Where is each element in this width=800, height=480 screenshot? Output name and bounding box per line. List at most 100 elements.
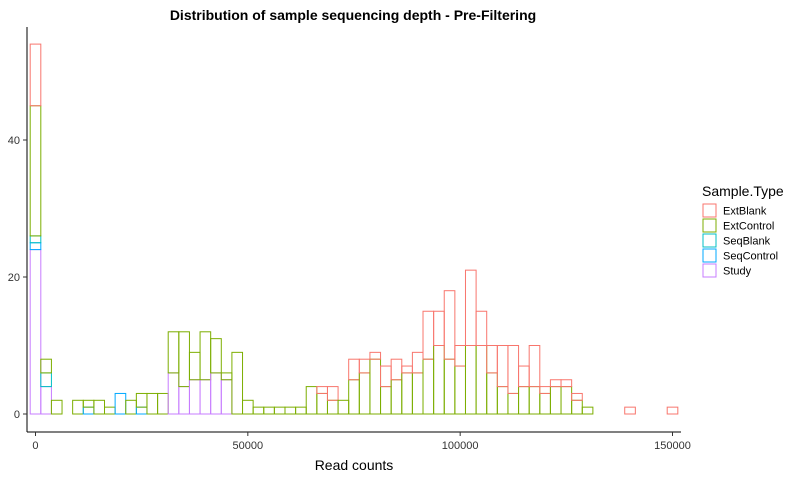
- bar-extblank-bin-47: [528, 345, 541, 388]
- bar-extcontrol-bin-11: [146, 392, 159, 415]
- legend-label-study: Study: [723, 266, 752, 278]
- bar-study-bin-18: [220, 379, 233, 415]
- x-tick-label: 150000: [654, 440, 691, 452]
- bar-extblank-bin-37: [422, 310, 435, 360]
- bar-extcontrol-bin-51: [571, 399, 583, 415]
- bar-extblank-bin-60: [666, 406, 679, 415]
- bar-extcontrol-bin-18: [220, 372, 233, 381]
- bar-extcontrol-bin-15: [188, 351, 201, 381]
- legend-key-seqcontrol: [702, 248, 717, 263]
- bar-extcontrol-bin-29: [337, 399, 350, 415]
- bar-extcontrol-bin-38: [433, 345, 445, 415]
- legend-key-extcontrol: [702, 218, 717, 233]
- bar-seqblank-bin-1: [40, 372, 52, 388]
- bar-extblank-bin-35: [401, 365, 413, 374]
- bar-extcontrol-bin-37: [422, 358, 435, 415]
- bar-extcontrol-bin-33: [380, 386, 392, 415]
- legend-label-seqcontrol: SeqControl: [723, 251, 778, 263]
- bar-extblank-bin-33: [380, 365, 392, 388]
- bar-extcontrol-bin-12: [157, 392, 169, 415]
- bar-extcontrol-bin-26: [305, 386, 318, 415]
- y-tick-label: 40: [8, 135, 20, 147]
- bar-extcontrol-bin-35: [401, 372, 413, 415]
- bar-seqcontrol-bin-8: [114, 392, 127, 415]
- bar-extcontrol-bin-7: [104, 406, 116, 415]
- bar-extcontrol-bin-21: [252, 406, 265, 415]
- legend-label-extcontrol: ExtControl: [723, 221, 774, 233]
- bar-extblank-bin-32: [369, 351, 382, 360]
- bar-extcontrol-bin-22: [263, 406, 275, 415]
- bar-extblank-bin-27: [316, 386, 328, 394]
- bar-extcontrol-bin-25: [295, 406, 307, 415]
- bar-extblank-bin-31: [358, 358, 371, 374]
- bar-extblank-bin-45: [507, 345, 520, 394]
- bar-extcontrol-bin-17: [210, 338, 222, 374]
- bar-extcontrol-bin-49: [549, 386, 562, 415]
- x-tick-label: 0: [32, 440, 38, 452]
- bar-extcontrol-bin-34: [390, 379, 403, 415]
- bar-extblank-bin-51: [571, 392, 583, 401]
- bar-study-bin-16: [199, 379, 212, 415]
- bar-extblank-bin-39: [443, 290, 456, 360]
- bar-extcontrol-bin-10: [135, 392, 148, 408]
- bar-seqcontrol-bin-0: [29, 242, 42, 251]
- bar-study-bin-13: [167, 372, 180, 415]
- bar-extcontrol-bin-32: [369, 358, 382, 415]
- bar-study-bin-15: [188, 379, 201, 415]
- bar-extcontrol-bin-28: [326, 399, 339, 415]
- bar-extblank-bin-38: [433, 310, 445, 346]
- chart-title: Distribution of sample sequencing depth …: [170, 7, 536, 23]
- bar-extblank-bin-42: [475, 310, 488, 346]
- y-tick-label: 20: [8, 272, 20, 284]
- bar-extblank-bin-41: [464, 269, 477, 346]
- bar-extcontrol-bin-5: [82, 399, 95, 408]
- bar-extcontrol-bin-27: [316, 392, 328, 415]
- legend-key-study: [702, 263, 717, 278]
- bar-extcontrol-bin-39: [443, 358, 456, 415]
- x-axis-title: Read counts: [315, 457, 394, 473]
- legend-label-seqblank: SeqBlank: [723, 236, 771, 248]
- y-axis-ticks: 0 20 40: [8, 135, 27, 421]
- bar-study-bin-1: [40, 386, 52, 415]
- bar-extcontrol-bin-0: [29, 105, 42, 237]
- bar-seqcontrol-bin-10: [135, 406, 148, 415]
- legend-title: Sample.Type: [702, 183, 784, 199]
- bar-extcontrol-bin-48: [539, 392, 551, 415]
- bar-extcontrol-bin-36: [411, 372, 424, 415]
- bar-extblank-bin-44: [496, 345, 509, 388]
- bar-extblank-bin-46: [518, 365, 530, 388]
- bar-extblank-bin-0: [29, 43, 42, 107]
- bar-study-bin-17: [210, 372, 222, 415]
- bar-extcontrol-bin-24: [284, 406, 297, 415]
- bar-extcontrol-bin-19: [231, 351, 244, 415]
- x-tick-label: 50000: [233, 440, 264, 452]
- bar-study-bin-0: [29, 249, 42, 415]
- bar-extcontrol-bin-41: [464, 345, 477, 415]
- bar-extcontrol-bin-16: [199, 331, 212, 381]
- axes: [26, 27, 681, 433]
- bar-extblank-bin-56: [624, 406, 636, 415]
- bar-extblank-bin-28: [326, 386, 339, 401]
- bar-extblank-bin-40: [454, 345, 466, 367]
- bar-extcontrol-bin-42: [475, 345, 488, 415]
- bar-extcontrol-bin-6: [93, 399, 106, 415]
- bar-extcontrol-bin-9: [125, 399, 137, 415]
- legend-key-seqblank: [702, 233, 717, 248]
- x-axis-ticks: 0 50000 100000 150000: [32, 432, 691, 452]
- bar-extcontrol-bin-2: [50, 399, 63, 415]
- bar-extblank-bin-34: [390, 358, 403, 381]
- bar-extcontrol-bin-44: [496, 386, 509, 415]
- bar-extcontrol-bin-50: [560, 386, 573, 415]
- legend: Sample.Type ExtBlank ExtControl SeqBlank Se…: [702, 183, 784, 278]
- bar-extblank-bin-49: [549, 379, 562, 388]
- bar-extcontrol-bin-31: [358, 372, 371, 415]
- bar-extcontrol-bin-23: [273, 406, 286, 415]
- bar-extblank-bin-43: [486, 345, 498, 374]
- legend-key-extblank: [702, 203, 717, 218]
- bar-extcontrol-bin-30: [348, 379, 360, 415]
- bar-extcontrol-bin-20: [242, 399, 254, 415]
- bar-extcontrol-bin-40: [454, 365, 466, 415]
- bar-extblank-bin-50: [560, 379, 573, 388]
- bar-extcontrol-bin-47: [528, 386, 541, 415]
